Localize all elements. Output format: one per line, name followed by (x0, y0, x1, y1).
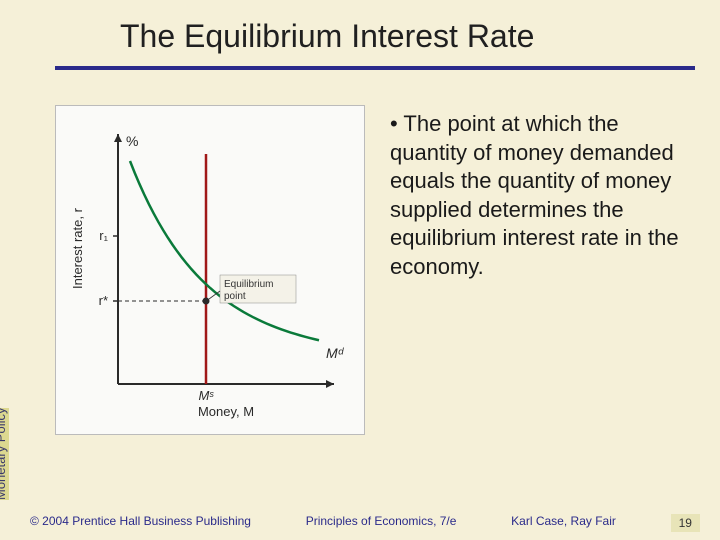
footer-authors: Karl Case, Ray Fair (511, 514, 616, 532)
chapter-sidebar: C H A P T E R 23 Money Demand, the Equil… (0, 0, 8, 500)
svg-text:point: point (224, 291, 246, 302)
svg-text:Equilibrium: Equilibrium (224, 279, 273, 290)
chapter-subtitle: Monetary Policy (0, 408, 9, 500)
footer-copyright: © 2004 Prentice Hall Business Publishing (30, 514, 251, 532)
svg-text:r₁: r₁ (99, 228, 108, 243)
chart-svg: % r₁ r* Equilibriumpoint Mᵈ MˢMoney, M Interes… (56, 106, 366, 436)
footer-book: Principles of Economics, 7/e (306, 514, 457, 532)
equilibrium-chart: % r₁ r* Equilibriumpoint Mᵈ MˢMoney, M Interes… (55, 105, 365, 435)
bullet-content: The point at which the quantity of money… (390, 111, 679, 279)
page-title: The Equilibrium Interest Rate (120, 18, 534, 55)
bullet-text: The point at which the quantity of money… (390, 110, 700, 282)
title-underline (55, 66, 695, 70)
svg-text:Interest rate, r: Interest rate, r (70, 207, 85, 289)
svg-text:Money, M: Money, M (198, 404, 254, 419)
svg-text:r*: r* (99, 293, 108, 308)
svg-text:Mˢ: Mˢ (198, 388, 214, 403)
footer: © 2004 Prentice Hall Business Publishing… (0, 514, 720, 532)
svg-text:Mᵈ: Mᵈ (326, 345, 345, 361)
svg-text:%: % (126, 133, 138, 149)
page-number: 19 (671, 514, 700, 532)
